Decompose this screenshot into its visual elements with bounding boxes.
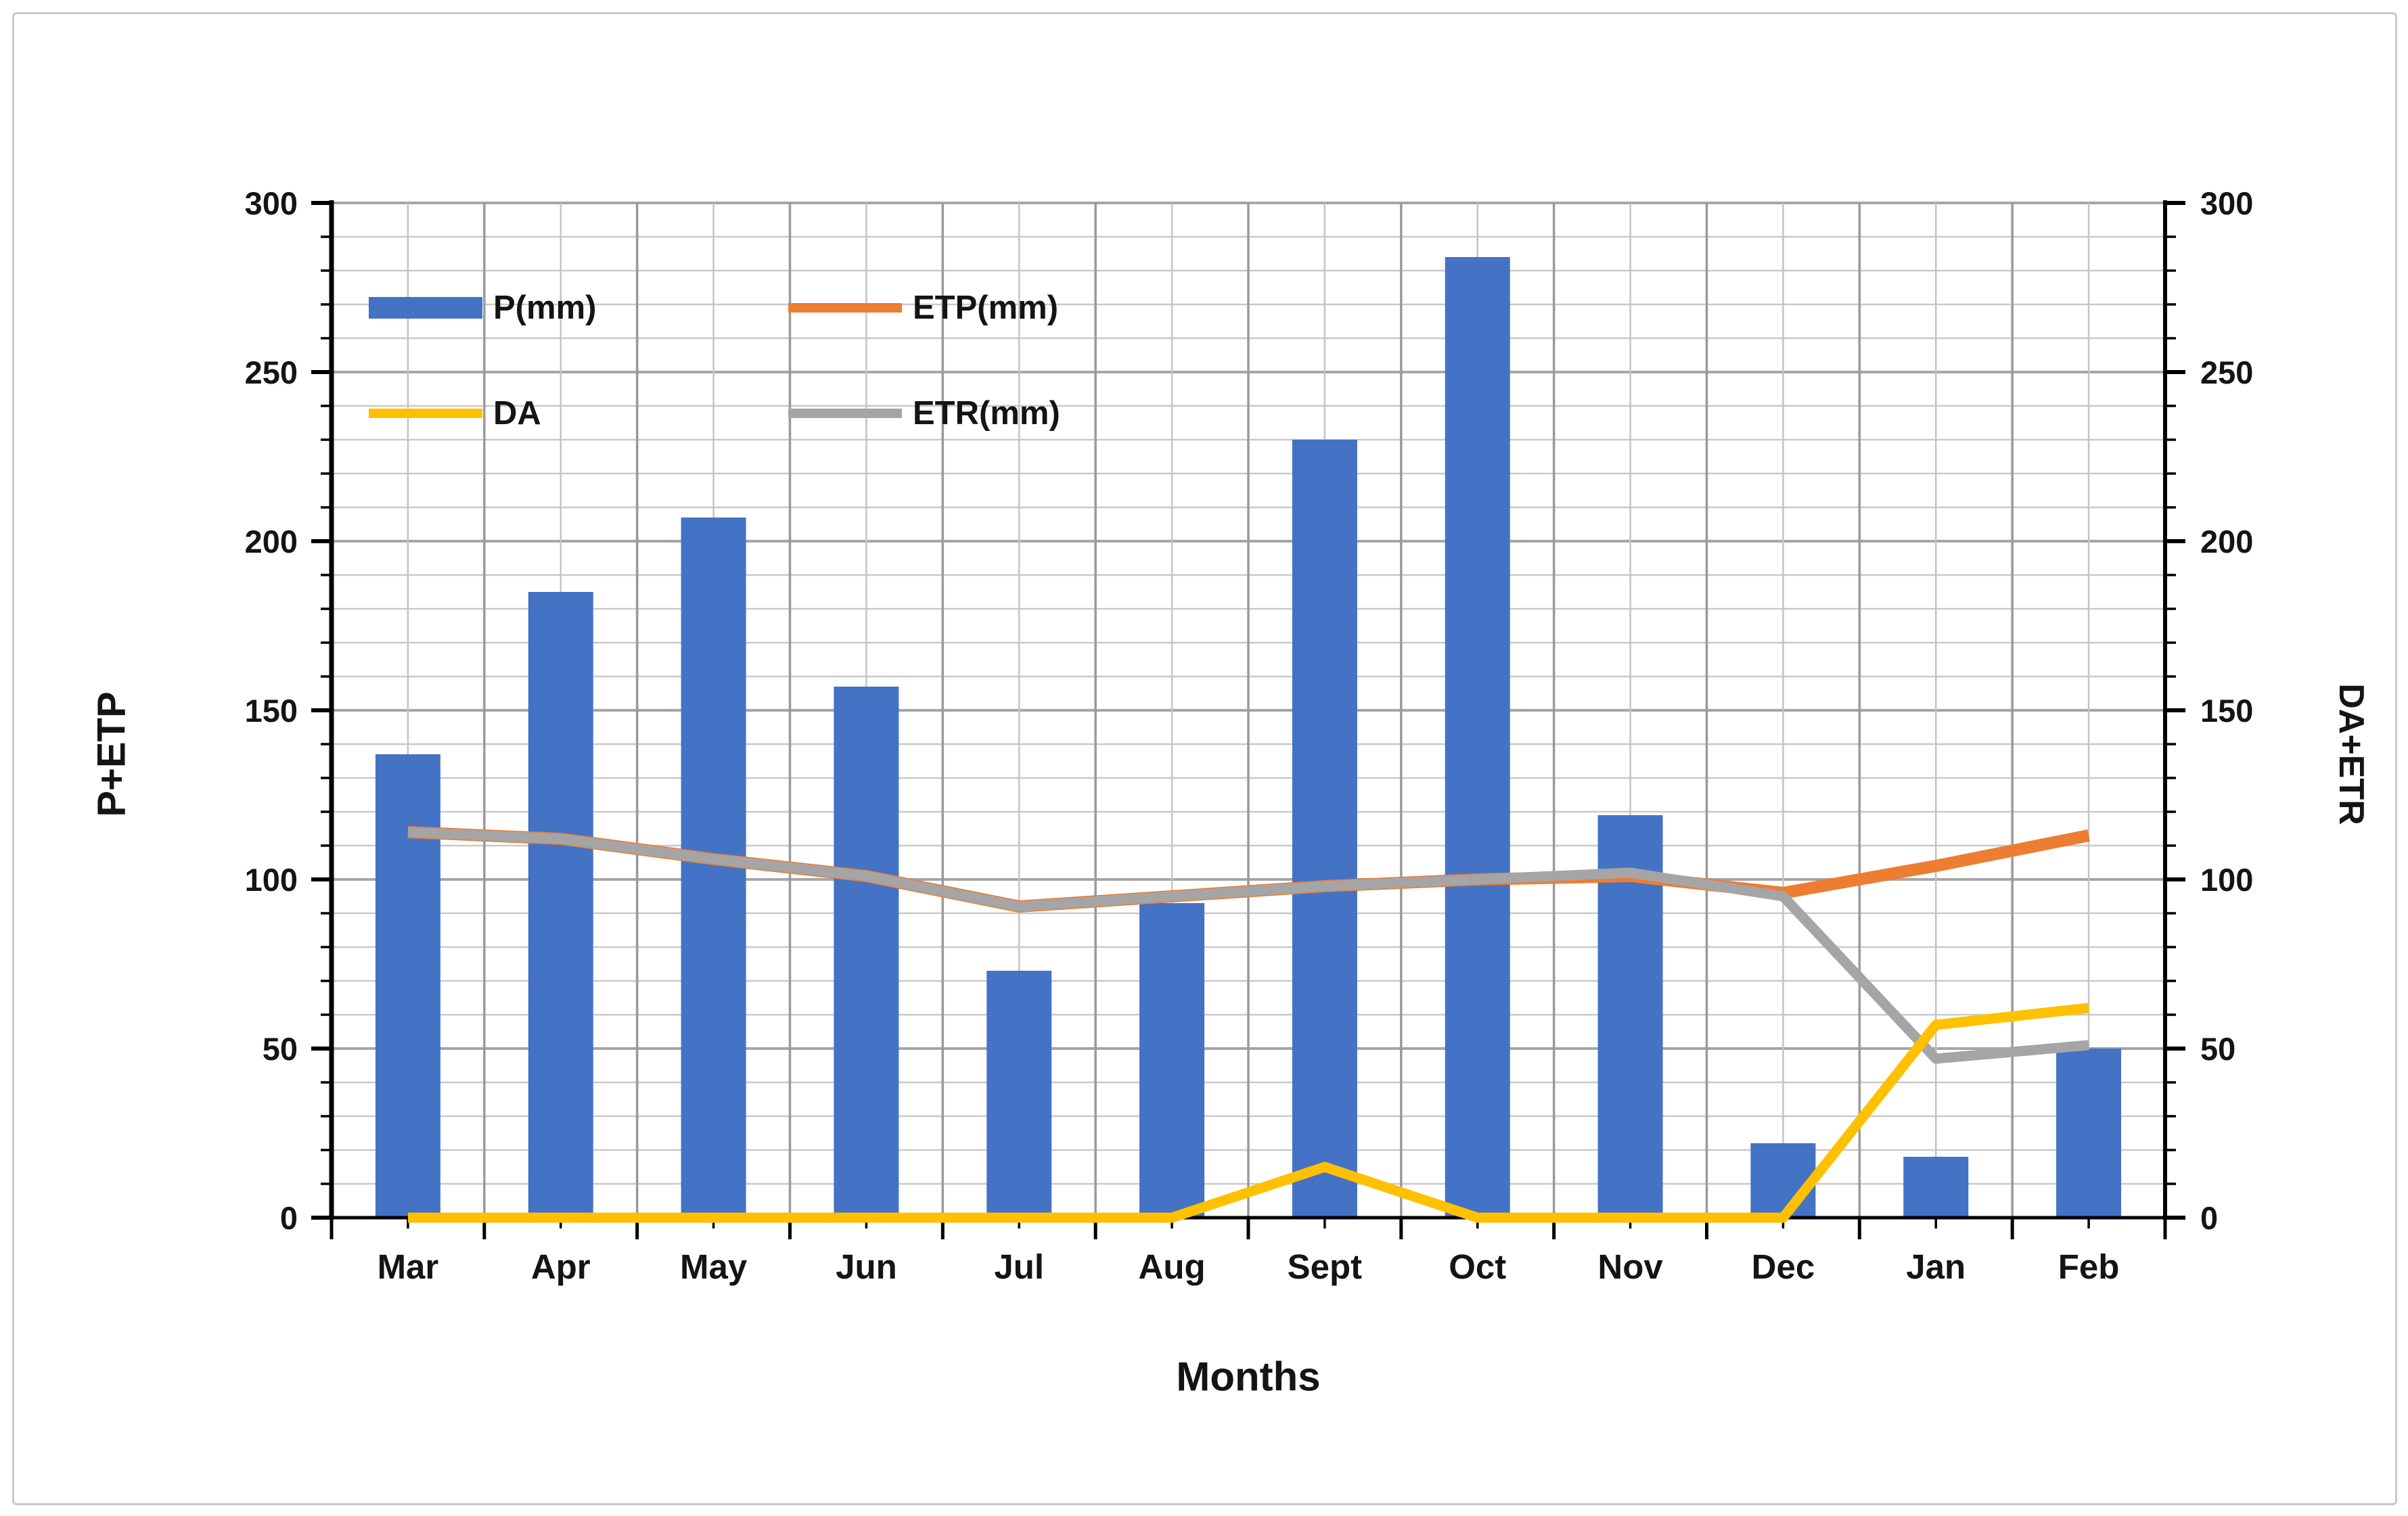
legend-swatch-p (369, 297, 482, 319)
legend-item-da: DA (369, 392, 541, 434)
right-tick-label-200: 200 (2200, 524, 2253, 559)
right-tick-label-300: 300 (2200, 185, 2253, 221)
right-tick-label-50: 50 (2200, 1031, 2235, 1067)
legend-label-p: P(mm) (493, 290, 597, 326)
left-tick-label-200: 200 (245, 524, 298, 559)
left-tick-label-100: 100 (245, 862, 298, 898)
left-tick-label-50: 50 (263, 1031, 298, 1067)
month-label-Jun: Jun (836, 1247, 897, 1286)
legend-item-p: P(mm) (369, 287, 596, 329)
legend-swatch-da (369, 409, 482, 418)
legend-label-etp: ETP(mm) (913, 290, 1059, 326)
right-axis-title: DA+ETR (2332, 683, 2371, 825)
right-tick-label-0: 0 (2200, 1200, 2218, 1236)
month-label-Feb: Feb (2058, 1247, 2120, 1286)
left-tick-label-0: 0 (280, 1200, 298, 1236)
bar-Dec (1750, 1143, 1816, 1218)
bar-Sept (1292, 440, 1357, 1218)
left-axis-title: P+ETP (89, 691, 134, 817)
right-tick-label-250: 250 (2200, 354, 2253, 390)
month-label-Nov: Nov (1597, 1247, 1663, 1286)
month-label-Jan: Jan (1906, 1247, 1966, 1286)
legend-item-etr: ETR(mm) (788, 392, 1060, 434)
left-tick-label-150: 150 (245, 693, 298, 729)
bar-Jul (986, 971, 1052, 1218)
month-label-Aug: Aug (1139, 1247, 1206, 1286)
bar-Apr (528, 592, 593, 1218)
month-label-Sept: Sept (1288, 1247, 1363, 1286)
legend-label-etr: ETR(mm) (913, 395, 1060, 432)
month-label-Oct: Oct (1449, 1247, 1506, 1286)
line-ETR(mm) (407, 827, 2089, 1064)
left-tick-label-300: 300 (245, 185, 298, 221)
legend-item-etp: ETP(mm) (788, 287, 1058, 329)
bar-Jun (834, 687, 899, 1218)
month-label-Jul: Jul (994, 1247, 1044, 1286)
bar-Mar (375, 754, 440, 1218)
bar-Aug (1139, 903, 1205, 1218)
right-tick-label-150: 150 (2200, 693, 2253, 729)
line-DA (407, 1003, 2089, 1223)
legend-swatch-etr (788, 409, 902, 418)
bar-Feb (2056, 1049, 2122, 1218)
left-tick-label-250: 250 (245, 354, 298, 390)
legend-label-da: DA (493, 395, 541, 432)
month-label-Dec: Dec (1752, 1247, 1815, 1286)
bar-Oct (1445, 257, 1510, 1218)
month-label-Mar: Mar (378, 1247, 439, 1286)
legend-swatch-etp (788, 303, 902, 313)
month-label-Apr: Apr (531, 1247, 591, 1286)
right-tick-label-100: 100 (2200, 862, 2253, 898)
x-axis-title: Months (1176, 1354, 1321, 1400)
month-label-May: May (680, 1247, 748, 1286)
bar-Jan (1903, 1157, 1969, 1218)
